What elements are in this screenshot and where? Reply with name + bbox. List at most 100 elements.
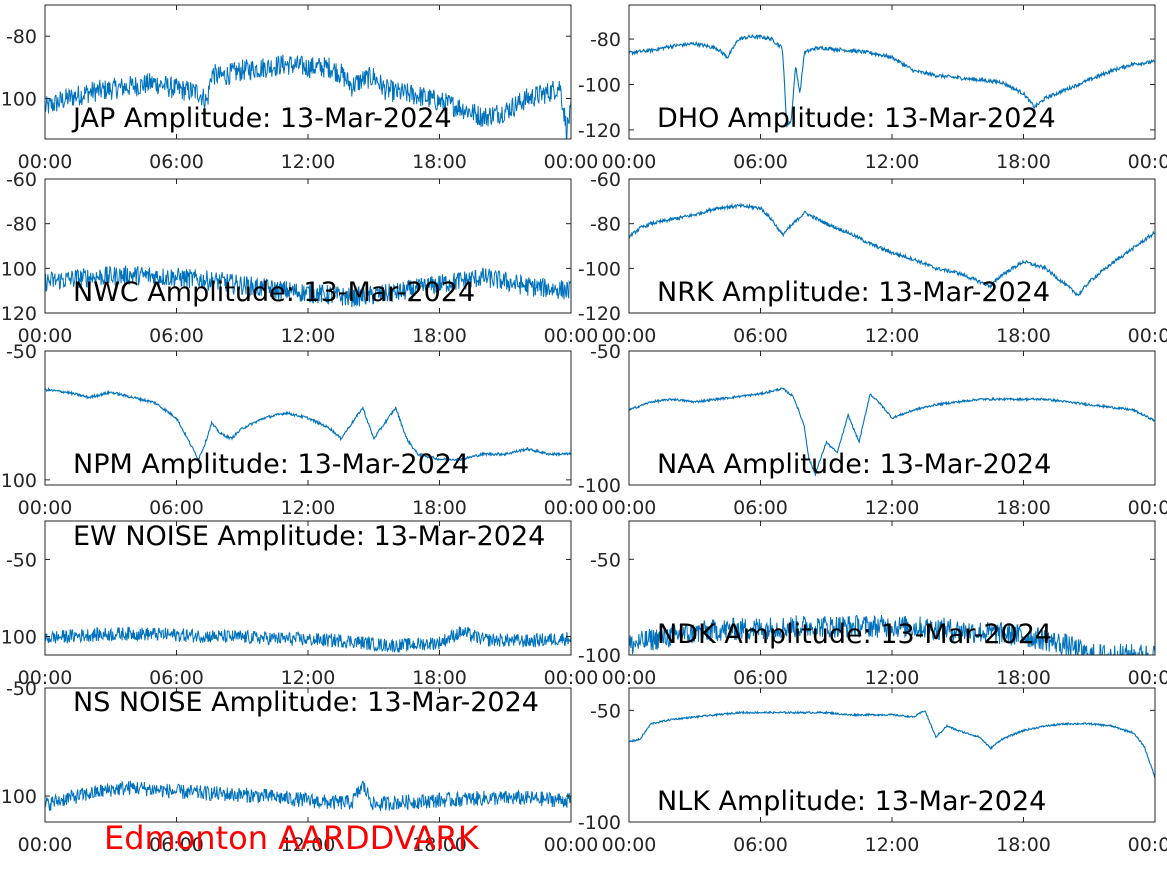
x-tick-label: 00:00 — [544, 151, 599, 173]
panel-title: NRK Amplitude: 13-Mar-2024 — [657, 277, 1050, 308]
x-tick-label: 12:00 — [281, 834, 336, 856]
x-tick-label: 00:00 — [544, 325, 599, 347]
y-tick-label: -50 — [590, 700, 621, 722]
y-tick-label: -50 — [590, 549, 621, 571]
x-tick-label: 12:00 — [865, 834, 920, 856]
panel-title: NLK Amplitude: 13-Mar-2024 — [657, 786, 1046, 817]
y-tick-label: -100 — [578, 645, 621, 667]
x-tick-label: 00:00 — [18, 151, 73, 173]
panel-6: 00:00 06:00 12:00 18:00 00:00 -50 -100 NAA Ampl… — [578, 341, 1167, 519]
y-tick-label: -80 — [590, 29, 621, 51]
y-tick-label: -50 — [6, 550, 37, 572]
x-tick-label: 06:00 — [149, 667, 204, 689]
y-tick-label: -80 — [590, 214, 621, 236]
x-tick-label: 12:00 — [281, 497, 336, 519]
y-tick-label: 100 — [1, 786, 37, 808]
panel-title: NAA Amplitude: 13-Mar-2024 — [657, 449, 1051, 480]
x-tick-label: 00:00 — [18, 834, 73, 856]
series-line — [629, 614, 1155, 655]
y-tick-label: -50 — [6, 341, 37, 363]
series-line — [629, 710, 1155, 779]
panel-5: 00:00 06:00 12:00 18:00 00:00 -50 100 NPM Ampli… — [1, 341, 599, 519]
x-tick-label: 06:00 — [733, 151, 788, 173]
panel-title: NPM Amplitude: 13-Mar-2024 — [73, 449, 469, 480]
series-line — [45, 54, 571, 139]
panel-title: NDK Amplitude: 13-Mar-2024 — [657, 619, 1052, 650]
x-tick-label: 18:00 — [412, 667, 467, 689]
panel-7: 00:00 06:00 12:00 18:00 00:00 -50 100 EW NOISE … — [1, 520, 599, 689]
x-tick-label: 12:00 — [865, 151, 920, 173]
x-tick-label: 00:00 — [602, 667, 657, 689]
x-tick-label: 00:00 — [1128, 667, 1167, 689]
series-line — [629, 387, 1155, 477]
y-tick-label: 100 — [1, 258, 37, 280]
x-tick-label: 06:00 — [149, 834, 204, 856]
panel-2: 00:00 06:00 12:00 18:00 00:00 -80 -100 -120 DHO … — [578, 4, 1167, 173]
series-line — [45, 265, 571, 308]
panel-1: 00:00 06:00 12:00 18:00 00:00 -80 100 JAP Ampli… — [1, 4, 599, 173]
panel-title: DHO Amplitude: 13-Mar-2024 — [657, 103, 1056, 134]
y-tick-label: 100 — [1, 470, 37, 492]
y-tick-label: -120 — [578, 120, 621, 142]
x-tick-label: 00:00 — [1128, 151, 1167, 173]
x-tick-label: 00:00 — [1128, 834, 1167, 856]
x-tick-label: 18:00 — [412, 325, 467, 347]
x-tick-label: 18:00 — [996, 834, 1051, 856]
x-tick-label: 06:00 — [149, 325, 204, 347]
x-tick-label: 00:00 — [544, 834, 599, 856]
x-tick-label: 18:00 — [412, 151, 467, 173]
panel-title: EW NOISE Amplitude: 13-Mar-2024 — [73, 521, 545, 552]
x-tick-label: 18:00 — [412, 497, 467, 519]
series-line — [629, 202, 1155, 297]
panel-8: 00:00 06:00 12:00 18:00 00:00 -50 -100 NDK Ampl… — [578, 520, 1167, 689]
series-line — [45, 780, 571, 811]
x-tick-label: 00:00 — [544, 497, 599, 519]
x-tick-label: 00:00 — [1128, 325, 1167, 347]
y-tick-label: -100 — [578, 258, 621, 280]
y-tick-label: 100 — [1, 627, 37, 649]
y-tick-label: -50 — [6, 678, 37, 700]
x-tick-label: 18:00 — [412, 834, 467, 856]
x-tick-label: 00:00 — [18, 325, 73, 347]
x-tick-label: 00:00 — [602, 497, 657, 519]
panel-4: 00:00 06:00 12:00 18:00 00:00 -60 -80 -100 -120 N… — [578, 169, 1167, 347]
y-tick-label: -100 — [578, 74, 621, 96]
x-tick-label: 12:00 — [865, 667, 920, 689]
y-tick-label: -100 — [578, 475, 621, 497]
panel-10: 00:00 06:00 12:00 18:00 00:00 -50 -100 NLK Ampl… — [578, 687, 1167, 856]
x-tick-label: 06:00 — [733, 497, 788, 519]
x-tick-label: 06:00 — [149, 151, 204, 173]
y-tick-label: -80 — [6, 26, 37, 48]
y-tick-label: 120 — [1, 303, 37, 325]
y-tick-label: -80 — [6, 214, 37, 236]
y-tick-label: -60 — [590, 169, 621, 191]
x-tick-label: 00:00 — [1128, 497, 1167, 519]
x-tick-label: 12:00 — [281, 151, 336, 173]
x-tick-label: 18:00 — [996, 667, 1051, 689]
y-tick-label: 100 — [1, 88, 37, 110]
panel-9: 00:00 06:00 12:00 18:00 00:00 -50 100 NS NOISE … — [1, 678, 599, 856]
x-tick-label: 00:00 — [602, 151, 657, 173]
x-tick-label: 00:00 — [544, 667, 599, 689]
x-tick-label: 00:00 — [602, 834, 657, 856]
x-tick-label: 12:00 — [281, 667, 336, 689]
y-tick-label: -120 — [578, 303, 621, 325]
x-tick-label: 06:00 — [733, 667, 788, 689]
x-tick-label: 00:00 — [18, 497, 73, 519]
x-tick-label: 18:00 — [996, 497, 1051, 519]
x-tick-label: 12:00 — [865, 325, 920, 347]
x-tick-label: 06:00 — [733, 325, 788, 347]
series-line — [45, 387, 571, 462]
y-tick-label: -50 — [590, 341, 621, 363]
series-line — [45, 626, 571, 653]
panel-3: 00:00 06:00 12:00 18:00 00:00 -60 -80 100 120 NWC… — [1, 169, 599, 347]
panel-title: NS NOISE Amplitude: 13-Mar-2024 — [73, 687, 539, 718]
y-tick-label: -100 — [578, 812, 621, 834]
x-tick-label: 00:00 — [602, 325, 657, 347]
x-tick-label: 06:00 — [149, 497, 204, 519]
series-line — [629, 34, 1155, 128]
x-tick-label: 06:00 — [733, 834, 788, 856]
x-tick-label: 12:00 — [865, 497, 920, 519]
x-tick-label: 12:00 — [281, 325, 336, 347]
